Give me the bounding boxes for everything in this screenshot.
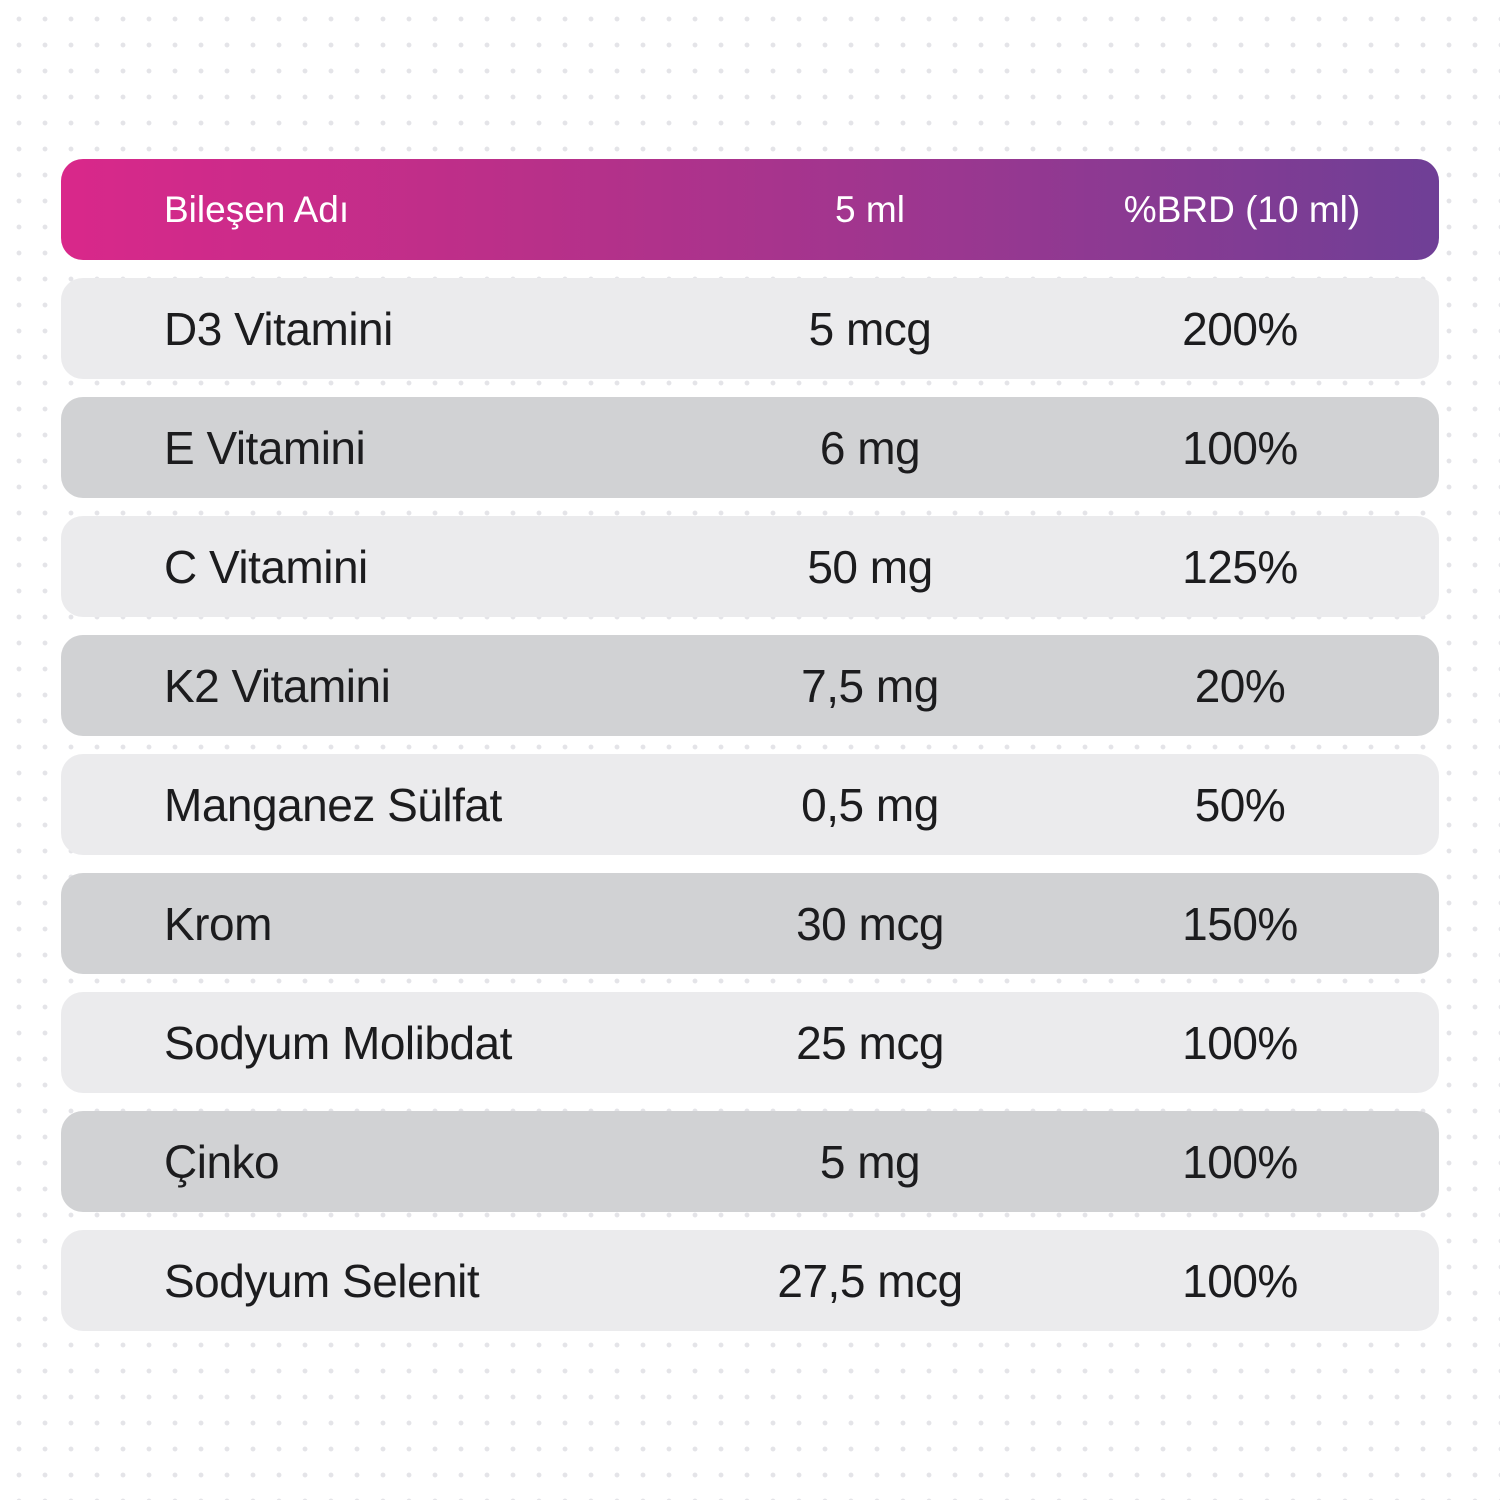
row-name: C Vitamini (164, 540, 368, 593)
row-rda: 100% (1182, 1254, 1298, 1307)
row-rda: 100% (1182, 421, 1298, 474)
header-amount: 5 ml (835, 188, 905, 230)
row-amount: 30 mcg (796, 897, 944, 950)
row-name: Manganez Sülfat (164, 778, 502, 831)
row-rda: 50% (1194, 778, 1286, 831)
row-name: K2 Vitamini (164, 659, 391, 712)
table-row: Sodyum Molibdat 25 mcg 100% (61, 992, 1439, 1093)
table-row: Çinko 5 mg 100% (61, 1111, 1439, 1212)
row-amount: 5 mg (819, 1135, 921, 1188)
table-row: C Vitamini 50 mg 125% (61, 516, 1439, 617)
row-amount: 25 mcg (796, 1016, 944, 1069)
row-amount: 0,5 mg (801, 778, 939, 831)
table-row: Krom 30 mcg 150% (61, 873, 1439, 974)
row-rda: 125% (1182, 540, 1298, 593)
row-name: Sodyum Selenit (164, 1254, 480, 1307)
row-amount: 5 mcg (808, 302, 932, 355)
table-row: Manganez Sülfat 0,5 mg 50% (61, 754, 1439, 855)
row-amount: 6 mg (819, 421, 921, 474)
header-rda: %BRD (10 ml) (1123, 188, 1361, 230)
table-row: E Vitamini 6 mg 100% (61, 397, 1439, 498)
nutrition-table: Bileşen Adı 5 ml %BRD (10 ml) D3 Vitamin… (61, 159, 1439, 1331)
table-row: Sodyum Selenit 27,5 mcg 100% (61, 1230, 1439, 1331)
row-name: Çinko (164, 1135, 280, 1188)
row-rda: 150% (1182, 897, 1298, 950)
row-name: E Vitamini (164, 421, 366, 474)
row-name: Krom (164, 897, 272, 950)
row-amount: 7,5 mg (801, 659, 939, 712)
table-row: K2 Vitamini 7,5 mg 20% (61, 635, 1439, 736)
row-name: D3 Vitamini (164, 302, 393, 355)
row-amount: 27,5 mcg (777, 1254, 963, 1307)
row-rda: 20% (1194, 659, 1286, 712)
row-amount: 50 mg (807, 540, 933, 593)
row-name: Sodyum Molibdat (164, 1016, 512, 1069)
table-header: Bileşen Adı 5 ml %BRD (10 ml) (61, 159, 1439, 260)
header-name: Bileşen Adı (164, 188, 350, 230)
row-rda: 200% (1182, 302, 1298, 355)
table-row: D3 Vitamini 5 mcg 200% (61, 278, 1439, 379)
row-rda: 100% (1182, 1135, 1298, 1188)
row-rda: 100% (1182, 1016, 1298, 1069)
